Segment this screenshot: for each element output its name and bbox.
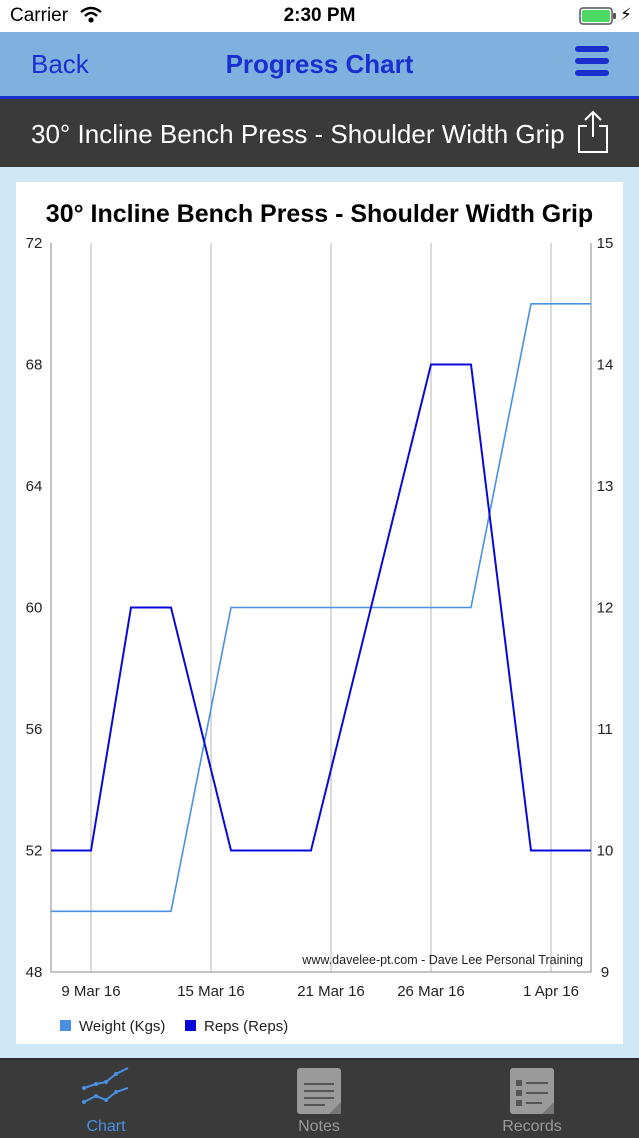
tab-notes-label: Notes: [298, 1118, 340, 1135]
line-chart-icon: [82, 1067, 129, 1104]
y-right-tick-label: 14: [597, 357, 614, 374]
tab-bar: Chart Notes Records: [0, 1058, 639, 1138]
status-bar: Carrier 2:30 PM ⚡: [0, 0, 639, 32]
y-left-tick-label: 48: [26, 964, 43, 981]
legend-label-weight: Weight (Kgs): [79, 1018, 165, 1035]
y-right-tick-label: 11: [597, 721, 613, 738]
x-tick-label: 26 Mar 16: [397, 983, 465, 1000]
charging-icon: ⚡: [620, 5, 632, 24]
battery-icon: [579, 7, 616, 25]
x-tick-label: 9 Mar 16: [61, 983, 120, 1000]
carrier-label: Carrier: [10, 5, 69, 26]
legend-swatch-weight: [60, 1020, 71, 1031]
y-left-tick-label: 64: [26, 478, 43, 495]
y-right-tick-label: 15: [597, 235, 614, 252]
legend-swatch-reps: [185, 1020, 196, 1031]
tab-notes[interactable]: Notes: [249, 1060, 389, 1138]
back-button[interactable]: Back: [31, 49, 89, 79]
exercise-title: 30° Incline Bench Press - Shoulder Width…: [31, 119, 565, 149]
y-right-tick-label: 9: [601, 964, 609, 981]
notes-icon: [297, 1068, 341, 1114]
legend-label-reps: Reps (Reps): [204, 1018, 288, 1035]
progress-chart: 9 Mar 16 15 Mar 16 21 Mar 16 26 Mar 16 1 Apr…: [26, 235, 614, 1035]
clock: 2:30 PM: [283, 5, 356, 26]
y-right-tick-label: 13: [597, 478, 614, 495]
y-left-tick-label: 56: [26, 721, 43, 738]
tab-records[interactable]: Records: [462, 1060, 602, 1138]
chart-watermark: www.davelee-pt.com - Dave Lee Personal T…: [301, 953, 583, 967]
chart-panel: 30° Incline Bench Press - Shoulder Width…: [16, 182, 623, 1044]
x-tick-label: 15 Mar 16: [177, 983, 245, 1000]
wifi-icon: [80, 6, 102, 23]
navigation-bar: Back Progress Chart: [0, 32, 639, 99]
series-line-weight: [51, 303, 591, 913]
records-icon: [510, 1068, 554, 1114]
hamburger-menu-icon[interactable]: [575, 46, 609, 82]
exercise-header: 30° Incline Bench Press - Shoulder Width…: [0, 99, 639, 167]
y-left-tick-label: 68: [26, 357, 43, 374]
share-icon[interactable]: [576, 109, 610, 155]
y-left-tick-label: 60: [26, 600, 43, 617]
page-title: Progress Chart: [225, 49, 414, 79]
x-tick-label: 21 Mar 16: [297, 983, 365, 1000]
y-right-tick-label: 12: [597, 600, 614, 617]
y-left-tick-label: 72: [26, 235, 43, 252]
series-line-reps: [51, 363, 591, 852]
x-tick-label: 1 Apr 16: [523, 983, 579, 1000]
y-right-tick-label: 10: [597, 843, 614, 860]
y-left-tick-label: 52: [26, 843, 43, 860]
tab-chart-label: Chart: [86, 1118, 126, 1135]
tab-records-label: Records: [502, 1118, 562, 1135]
chart-title: 30° Incline Bench Press - Shoulder Width…: [45, 200, 594, 228]
tab-chart[interactable]: Chart: [36, 1060, 176, 1138]
